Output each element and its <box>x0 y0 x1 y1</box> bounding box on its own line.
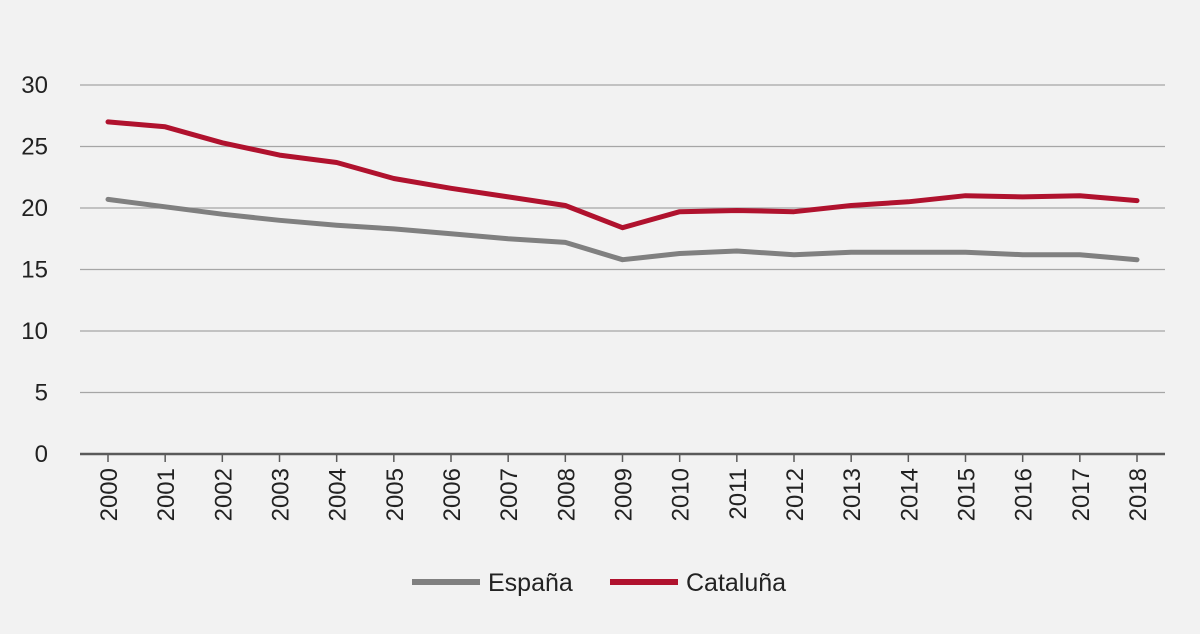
series-line-cataluña <box>105 119 1140 231</box>
y-tick-label: 5 <box>35 380 48 407</box>
legend: España Cataluña <box>412 569 786 597</box>
y-tick-label: 25 <box>21 134 48 161</box>
y-axis: 0 5 10 15 20 25 30 <box>21 72 48 468</box>
x-tick-label: 2005 <box>382 468 409 521</box>
x-tick-label: 2015 <box>954 468 981 521</box>
x-tick-label: 2009 <box>611 468 638 521</box>
x-tick-label: 2017 <box>1068 468 1095 521</box>
x-tick-label: 2014 <box>896 468 923 521</box>
y-tick-label: 0 <box>35 441 48 468</box>
x-tick-label: 2008 <box>553 468 580 521</box>
x-axis: 2000 2001 2002 2003 2004 2005 2006 2007 2008 2009… <box>80 452 1165 521</box>
x-tick-label: 2018 <box>1125 468 1152 521</box>
x-tick-label: 2013 <box>839 468 866 521</box>
legend-label: España <box>488 569 573 597</box>
x-tick-label: 2004 <box>325 468 352 521</box>
gridlines <box>80 84 1165 394</box>
x-tick-label: 2016 <box>1011 468 1038 521</box>
x-tick-label: 2006 <box>439 468 466 521</box>
x-tick-label: 2011 <box>725 468 752 520</box>
x-tick-label: 2007 <box>496 468 523 521</box>
series-lines <box>105 119 1140 263</box>
y-tick-label: 30 <box>21 72 48 99</box>
x-tick-label: 2003 <box>268 468 295 521</box>
x-tick-label: 2000 <box>96 468 123 521</box>
y-tick-label: 20 <box>21 195 48 222</box>
series-line-españa <box>105 196 1140 263</box>
y-tick-label: 10 <box>21 318 48 345</box>
x-tick-label: 2002 <box>210 468 237 521</box>
x-tick-label: 2010 <box>668 468 695 521</box>
x-tick-label: 2012 <box>782 468 809 521</box>
y-tick-label: 15 <box>21 257 48 284</box>
legend-label: Cataluña <box>686 569 786 597</box>
x-tick-label: 2001 <box>153 468 180 521</box>
